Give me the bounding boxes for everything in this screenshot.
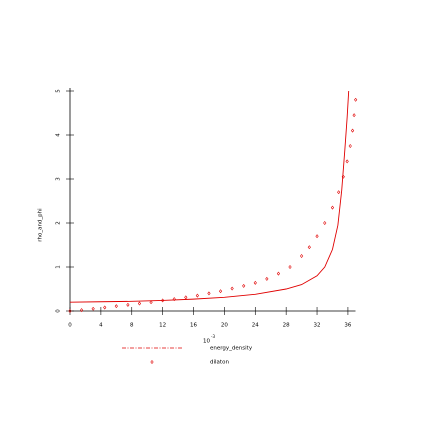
y-tick-label: 0 — [56, 309, 62, 313]
data-point — [184, 295, 188, 300]
data-point — [79, 308, 84, 313]
data-point — [230, 286, 234, 291]
y-tick-label: 3 — [56, 177, 62, 181]
data-point — [68, 309, 72, 313]
data-point — [149, 300, 153, 305]
data-point — [307, 245, 311, 250]
data-point — [354, 97, 358, 102]
data-point — [126, 302, 130, 307]
data-point — [103, 305, 107, 310]
data-point — [352, 113, 356, 118]
data-point — [345, 159, 349, 164]
data-point — [341, 174, 345, 179]
data-point — [348, 144, 352, 148]
y-tick-label: 5 — [56, 89, 62, 93]
x-multiplier-base: 10 — [203, 339, 210, 345]
x-tick-label: 16 — [190, 323, 197, 329]
data-point — [207, 291, 211, 296]
data-point — [195, 293, 199, 298]
data-point — [242, 283, 246, 288]
x-tick-label: 36 — [344, 323, 351, 329]
data-point — [114, 304, 118, 309]
x-tick-label: 12 — [159, 323, 166, 329]
data-point — [350, 128, 355, 133]
x-tick-label: 20 — [221, 323, 228, 329]
data-line — [69, 90, 350, 303]
data-point — [288, 265, 292, 269]
data-point — [300, 254, 304, 258]
y-tick-label: 1 — [56, 265, 62, 269]
data-point — [323, 221, 327, 225]
x-tick-label: 24 — [252, 323, 259, 329]
y-tick-label: 4 — [56, 133, 62, 137]
data-point — [315, 234, 319, 239]
data-point — [276, 271, 281, 276]
y-axis-label: rho_and_phi — [38, 208, 44, 242]
legend-label: dilaton — [210, 360, 229, 366]
x-tick-label: 4 — [99, 323, 103, 329]
data-point — [137, 301, 142, 306]
data-point — [91, 306, 95, 311]
legend-swatch — [150, 360, 154, 364]
y-tick-label: 2 — [56, 221, 62, 225]
x-tick-label: 28 — [283, 323, 290, 329]
data-point — [161, 298, 165, 303]
data-point — [337, 190, 341, 195]
data-point — [218, 289, 223, 294]
data-point — [330, 205, 335, 210]
x-tick-label: 32 — [314, 323, 321, 329]
x-multiplier-exponent: -3 — [211, 334, 215, 339]
data-point — [253, 280, 257, 285]
legend-label: energy_density — [210, 346, 253, 352]
data-point — [265, 276, 269, 281]
data-point — [172, 297, 176, 302]
x-tick-label: 8 — [130, 323, 134, 329]
x-tick-label: 0 — [68, 323, 72, 329]
